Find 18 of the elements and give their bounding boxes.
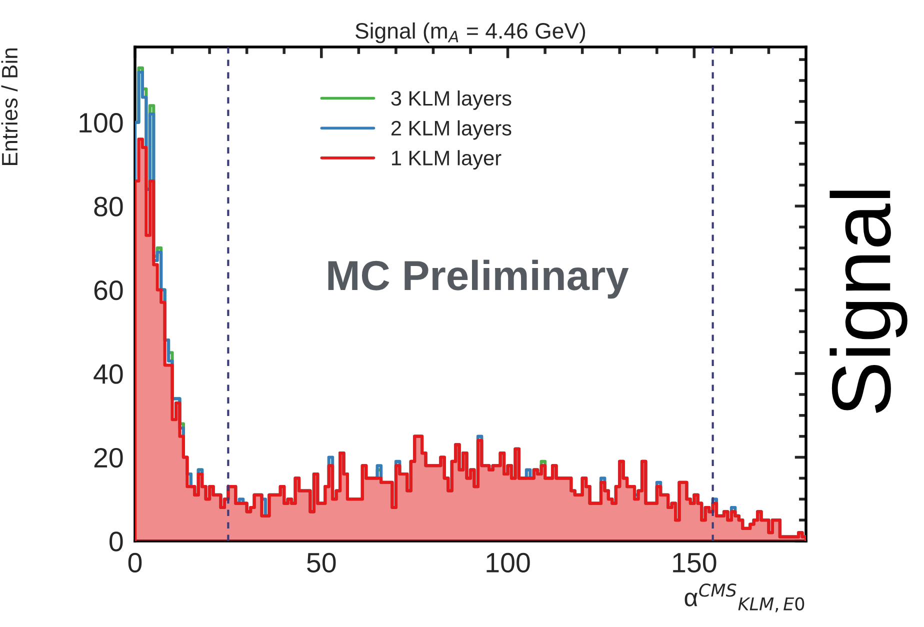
- x-tick-label: 0: [128, 552, 142, 573]
- legend-label: 2 KLM layers: [391, 120, 512, 140]
- legend-label: 1 KLM layer: [392, 150, 502, 170]
- chart-title: Signal (m$_{A}$ = 4.46 GeV): [356, 22, 586, 44]
- annotation: MC Preliminary: [328, 260, 629, 299]
- y-axis-title: Entries / Bin: [1, 48, 18, 165]
- y-tick-label: 0: [110, 532, 123, 552]
- text: Signal: [830, 190, 908, 413]
- x-tick-label: 50: [307, 552, 336, 573]
- y-tick-label: 60: [94, 280, 123, 300]
- y-tick-label: 100: [80, 113, 123, 133]
- y-tick-label: 40: [94, 364, 123, 384]
- y-tick-label: 80: [94, 196, 123, 216]
- y-tick-label: 20: [94, 448, 123, 468]
- legend-label: 3 KLM layers: [391, 90, 512, 110]
- x-axis-title: α$^{CMS}$$_{KLM,E0}$: [684, 584, 804, 612]
- x-tick-label: 100: [486, 552, 530, 573]
- x-tick-label: 150: [673, 552, 716, 573]
